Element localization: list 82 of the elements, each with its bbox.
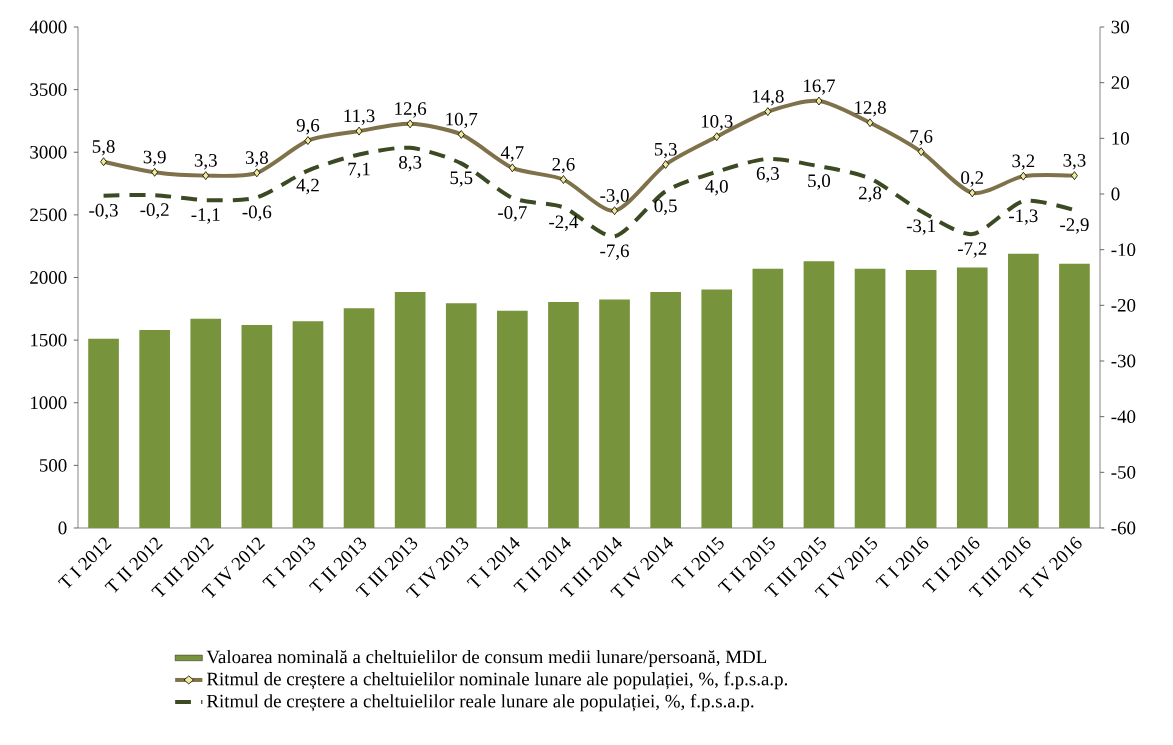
bar xyxy=(1059,263,1090,528)
data-label: 10,7 xyxy=(446,112,478,129)
bar xyxy=(905,269,937,528)
y-tick-label: 3500 xyxy=(30,83,67,97)
legend-label: Valoarea nominală a cheltuielilor de consum medii lunare/persoană, MDL xyxy=(206,649,767,668)
data-label: 11,3 xyxy=(344,109,375,125)
data-label: -0,7 xyxy=(498,206,527,222)
data-label: 3,2 xyxy=(1012,154,1035,170)
data-label: 12,8 xyxy=(855,101,886,117)
data-label: -1,1 xyxy=(191,208,220,224)
bar xyxy=(956,267,988,528)
data-label: 9,6 xyxy=(296,118,320,135)
y2-tick-label: -50 xyxy=(1111,465,1136,479)
y-tick-label: 1000 xyxy=(31,396,67,410)
data-label: 7,6 xyxy=(910,130,933,146)
data-label: 10,3 xyxy=(701,115,733,131)
y2-tick-label: 0 xyxy=(1111,187,1120,201)
data-label: -2,9 xyxy=(1060,218,1089,234)
data-label: 8,3 xyxy=(399,155,422,172)
data-label: 3,9 xyxy=(143,150,166,167)
legend-label: Ritmul de creștere a cheltuielilor reale lunare ale populației, %, f.p.s.a.p. xyxy=(206,694,754,712)
bar xyxy=(803,261,835,528)
data-label: -0,2 xyxy=(140,203,169,219)
bar xyxy=(394,291,426,528)
data-label: 0,2 xyxy=(961,171,984,187)
bar xyxy=(445,303,477,528)
bar xyxy=(190,318,222,528)
bar xyxy=(854,268,886,528)
y2-tick-label: -30 xyxy=(1111,354,1136,368)
y-tick-label: 500 xyxy=(39,459,67,472)
y-tick-label: 2000 xyxy=(30,271,67,284)
data-label: 2,8 xyxy=(859,186,882,203)
data-label: -1,3 xyxy=(1009,209,1038,225)
bar xyxy=(343,308,375,528)
data-label: -2,4 xyxy=(549,215,579,231)
bar xyxy=(752,268,784,528)
y2-tick-label: 10 xyxy=(1112,131,1129,145)
bar xyxy=(701,289,733,528)
y-tick-label: 0 xyxy=(58,521,67,535)
data-label: 3,3 xyxy=(194,154,217,170)
y-tick-label: 3000 xyxy=(30,145,67,159)
y2-tick-label: -20 xyxy=(1111,298,1136,312)
data-label: -0,6 xyxy=(242,205,272,221)
data-label: 7,1 xyxy=(348,162,370,179)
bar xyxy=(599,299,630,528)
data-label: 12,6 xyxy=(395,102,427,118)
data-label: 5,3 xyxy=(654,142,677,159)
data-label: 3,3 xyxy=(1063,154,1086,170)
bar xyxy=(139,330,170,528)
data-label: -3,0 xyxy=(600,189,629,205)
y2-tick-label: 20 xyxy=(1111,76,1129,90)
data-label: -3,1 xyxy=(906,219,935,235)
data-label: 4,0 xyxy=(705,179,728,196)
data-label: -7,2 xyxy=(957,242,987,258)
y2-tick-label: 30 xyxy=(1111,20,1129,34)
data-label: 16,7 xyxy=(804,79,835,95)
data-label: -7,6 xyxy=(600,244,629,260)
y2-tick-label: -40 xyxy=(1111,410,1136,424)
y2-tick-label: -10 xyxy=(1111,243,1136,257)
bar xyxy=(88,338,119,528)
data-label: 5,8 xyxy=(92,140,115,156)
data-label: 5,0 xyxy=(808,174,831,190)
bar xyxy=(497,310,528,528)
y-tick-label: 4000 xyxy=(29,20,67,34)
bar xyxy=(292,321,324,528)
bar xyxy=(1008,253,1039,528)
y-tick-label: 2500 xyxy=(30,208,67,222)
data-label: 4,2 xyxy=(296,178,319,195)
bar xyxy=(548,301,579,528)
data-label: 4,7 xyxy=(500,146,524,162)
data-label: -0,3 xyxy=(89,203,118,220)
data-label: 5,5 xyxy=(450,171,473,187)
data-label: 0,5 xyxy=(654,199,677,215)
data-label: 14,8 xyxy=(752,89,784,106)
y-tick-label: 1500 xyxy=(31,333,67,347)
legend-label: Ritmul de creștere a cheltuielilor nominale lunare ale populației, %, f.p.s.a.p. xyxy=(206,671,788,690)
y2-tick-label: -60 xyxy=(1111,521,1136,535)
bar xyxy=(241,325,273,528)
data-label: 6,3 xyxy=(756,167,779,183)
bar xyxy=(650,291,681,528)
data-label: 2,6 xyxy=(552,157,575,174)
data-label: 3,8 xyxy=(245,151,268,167)
